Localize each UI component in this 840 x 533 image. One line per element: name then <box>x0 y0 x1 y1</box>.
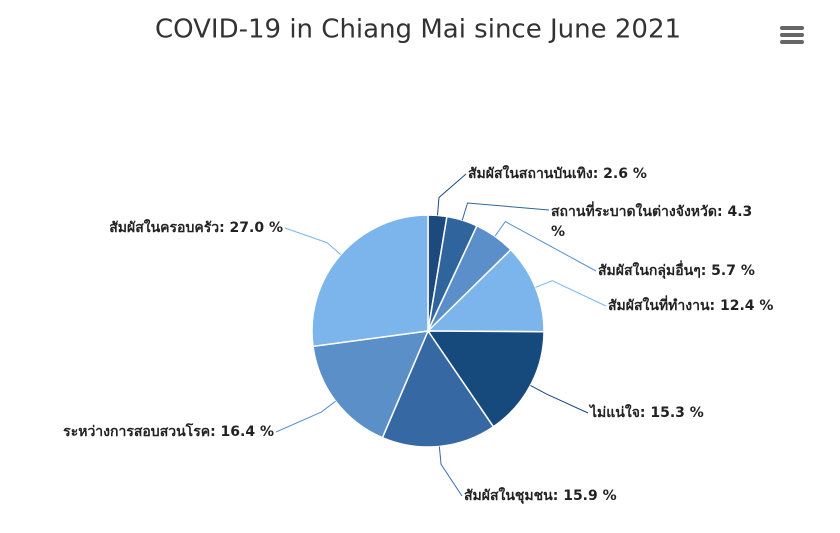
data-label: สัมผัสในชุมชน: 15.9 % <box>464 488 617 504</box>
menu-button[interactable] <box>780 26 804 44</box>
chart-title: COVID-19 in Chiang Mai since June 2021 <box>155 15 681 45</box>
data-label: สัมผัสในสถานบันเทิง: 2.6 % <box>468 166 647 182</box>
pie-slice <box>426 330 545 428</box>
connector <box>530 385 589 414</box>
pie-slice <box>381 329 495 448</box>
connector <box>494 220 597 272</box>
connector <box>437 173 467 216</box>
pie-slice <box>311 214 429 348</box>
connector <box>535 280 607 307</box>
data-label: สัมผัสในกลุ่มอื่นๆ: 5.7 % <box>598 263 755 279</box>
connector <box>284 227 342 255</box>
connector <box>438 446 463 497</box>
data-label: ระหว่างการสอบสวนโรค: 16.4 % <box>63 424 274 440</box>
pie-slice <box>426 248 545 333</box>
connector <box>461 202 550 221</box>
data-label: ไม่แน่ใจ: 15.3 % <box>590 405 704 421</box>
data-label: สัมผัสในที่ทำงาน: 12.4 % <box>608 298 774 314</box>
data-label: สัมผัสในครอบครัว: 27.0 % <box>109 220 283 236</box>
data-label: สถานที่ระบาดในต่างจังหวัด: 4.3 % <box>551 204 753 240</box>
connector <box>275 400 336 433</box>
